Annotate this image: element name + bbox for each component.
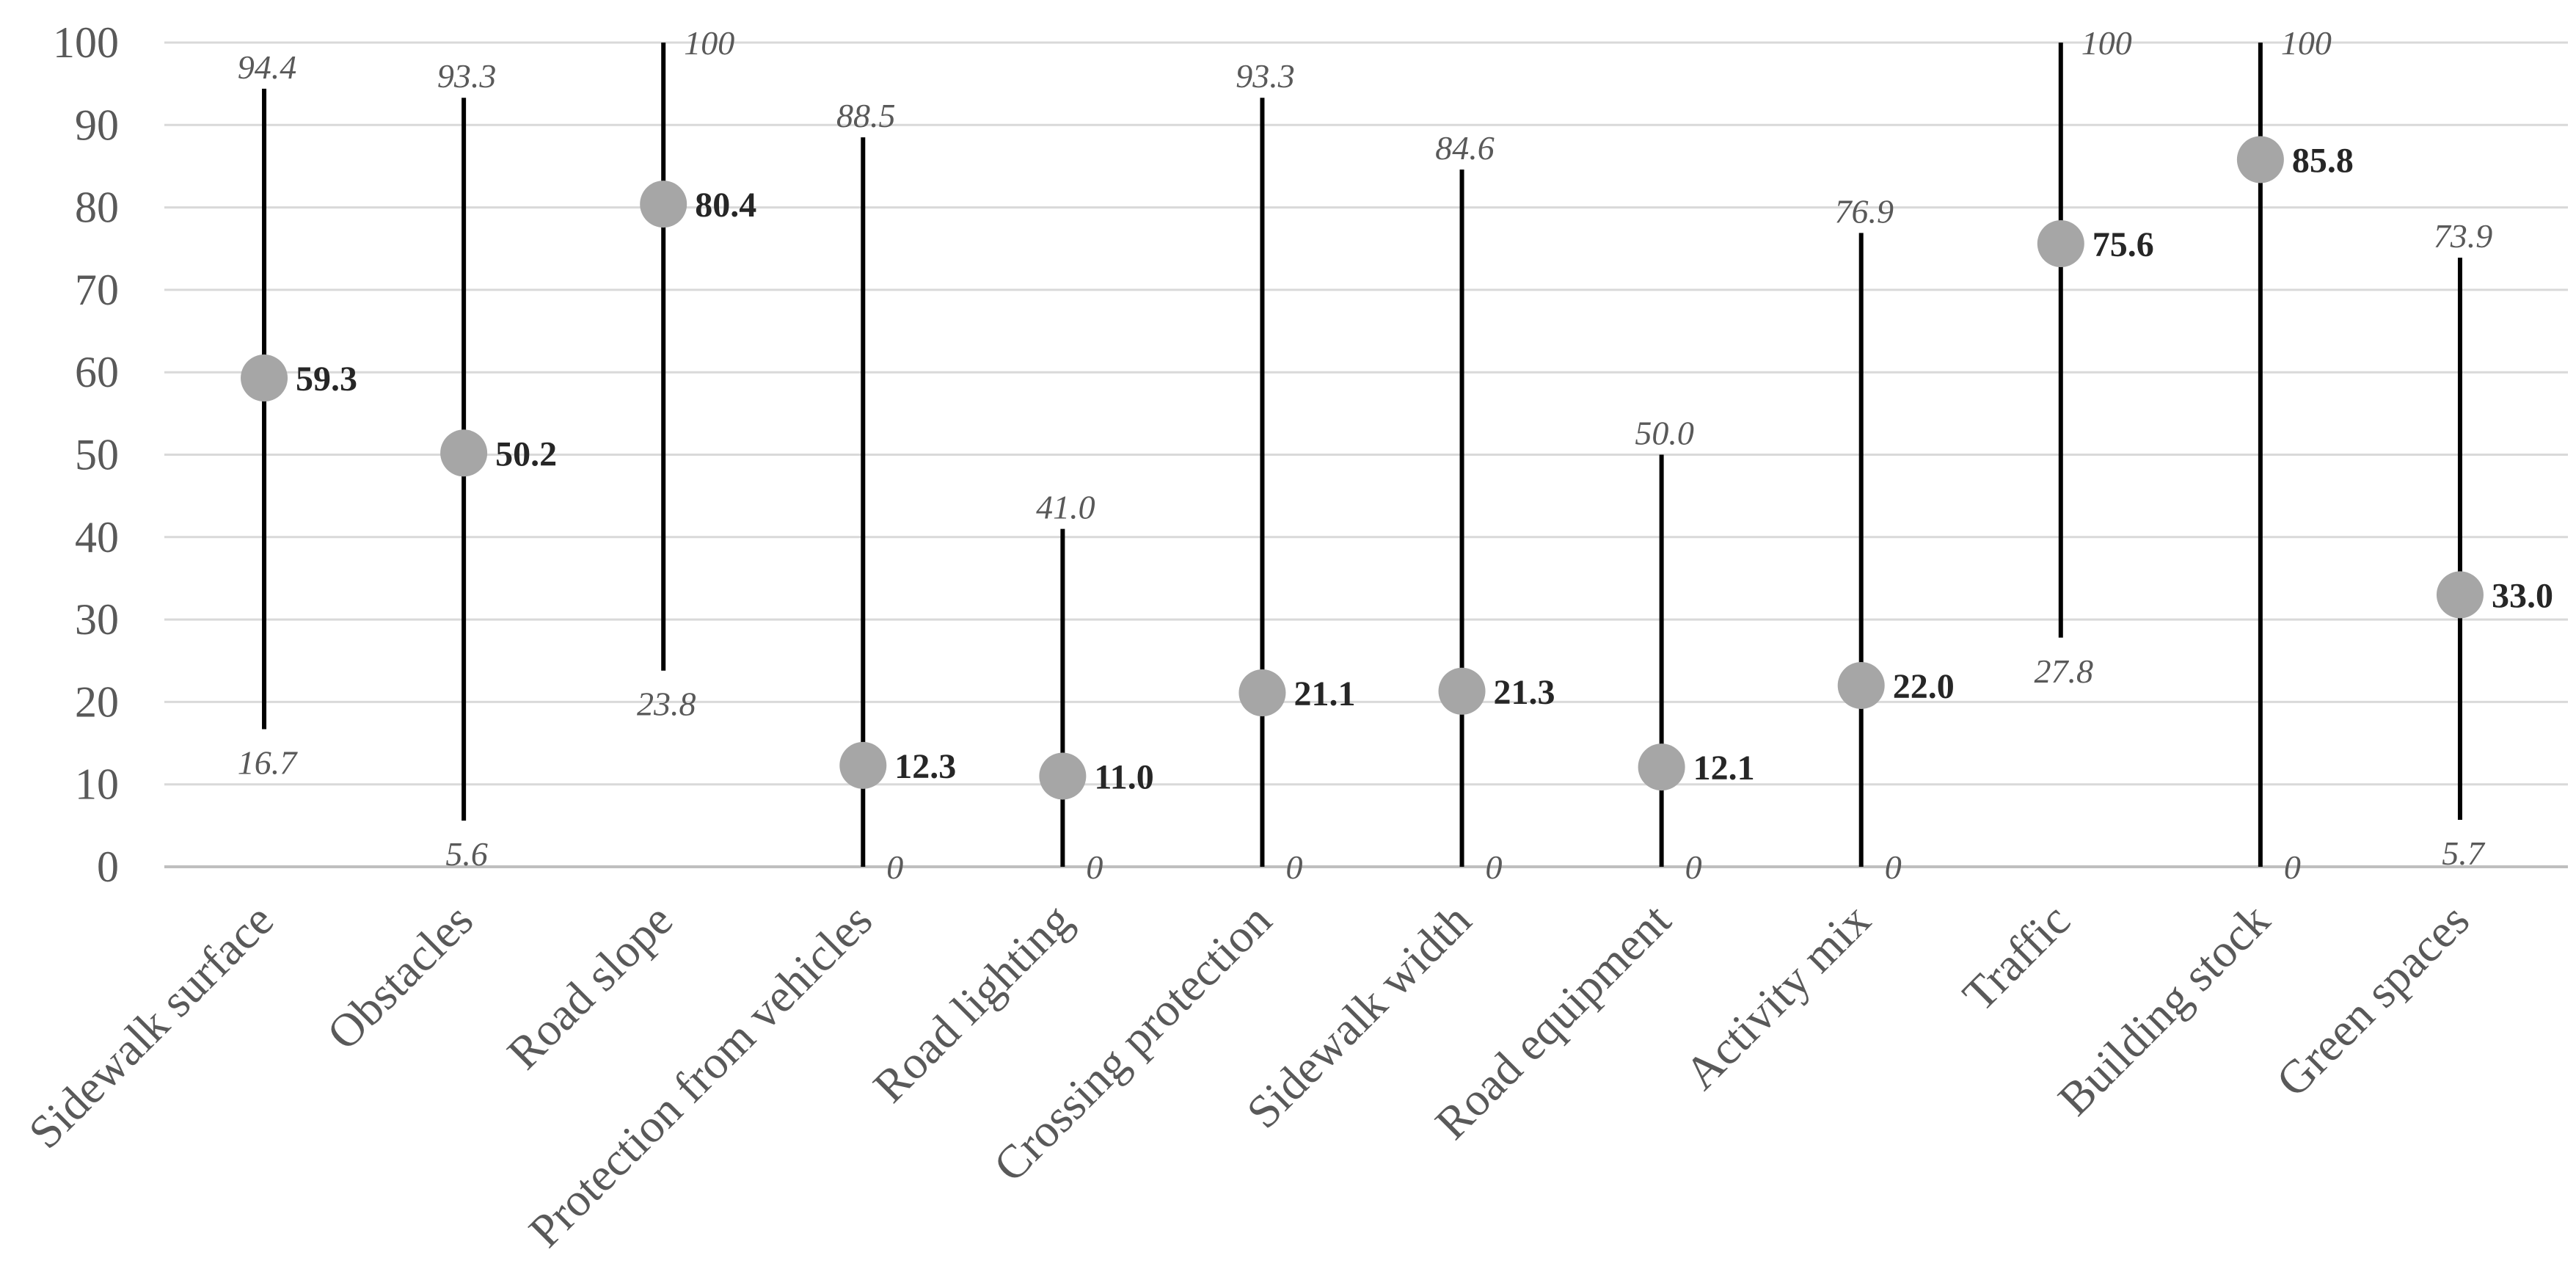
y-axis: 0 10 20 30 40 50 60 70 80 90 100 bbox=[53, 18, 119, 891]
high-label: 93.3 bbox=[437, 57, 497, 95]
value-label: 11.0 bbox=[1094, 757, 1153, 796]
category-group: 41.0 0 11.0 Road lighting bbox=[863, 489, 1153, 1113]
y-tick-label: 20 bbox=[75, 677, 119, 726]
y-tick-label: 80 bbox=[75, 183, 119, 232]
category-group: 100 27.8 75.6 Traffic bbox=[1952, 24, 2153, 1021]
value-marker bbox=[1238, 669, 1286, 717]
value-marker bbox=[241, 354, 288, 402]
value-label: 85.8 bbox=[2292, 141, 2354, 180]
low-label: 5.6 bbox=[445, 835, 488, 873]
y-tick-label: 30 bbox=[75, 595, 119, 644]
category-group: 100 0 85.8 Building stock bbox=[2048, 24, 2354, 1125]
value-marker bbox=[440, 429, 488, 477]
value-label: 21.1 bbox=[1294, 674, 1355, 713]
y-tick-label: 100 bbox=[53, 18, 119, 67]
value-label: 12.1 bbox=[1693, 749, 1755, 788]
category-label: Sidewalk surface bbox=[18, 894, 283, 1159]
value-label: 80.4 bbox=[695, 186, 756, 225]
high-label: 100 bbox=[2281, 24, 2332, 62]
category-label: Road lighting bbox=[863, 894, 1081, 1113]
category-label: Building stock bbox=[2048, 894, 2279, 1125]
category-label: Activity mix bbox=[1674, 894, 1880, 1099]
value-marker bbox=[839, 741, 887, 789]
high-label: 100 bbox=[2081, 24, 2132, 62]
high-label: 93.3 bbox=[1236, 57, 1295, 95]
value-marker bbox=[1438, 667, 1486, 715]
y-tick-label: 60 bbox=[75, 348, 119, 396]
y-tick-label: 10 bbox=[75, 760, 119, 809]
y-tick-label: 40 bbox=[75, 513, 119, 561]
category-label: Traffic bbox=[1952, 894, 2079, 1021]
high-label: 41.0 bbox=[1036, 489, 1095, 526]
category-group: 73.9 5.7 33.0 Green spaces bbox=[2266, 217, 2553, 1107]
value-label: 75.6 bbox=[2092, 225, 2154, 264]
y-tick-label: 70 bbox=[75, 266, 119, 314]
y-tick-label: 0 bbox=[97, 843, 119, 891]
value-marker bbox=[2037, 220, 2084, 268]
low-label: 0 bbox=[1685, 848, 1702, 886]
low-label: 0 bbox=[1486, 848, 1503, 886]
category-label: Green spaces bbox=[2266, 894, 2479, 1107]
value-label: 21.3 bbox=[1494, 673, 1555, 712]
value-label: 50.2 bbox=[495, 434, 557, 473]
low-label: 0 bbox=[886, 848, 903, 886]
high-label: 73.9 bbox=[2434, 217, 2493, 255]
high-label: 76.9 bbox=[1834, 192, 1894, 230]
value-marker bbox=[1039, 752, 1087, 800]
value-marker bbox=[1638, 743, 1685, 791]
category-label: Road slope bbox=[497, 894, 683, 1080]
category-label: Obstacles bbox=[317, 894, 483, 1060]
low-label: 5.7 bbox=[2442, 834, 2486, 872]
high-label: 94.4 bbox=[238, 48, 297, 86]
value-marker bbox=[640, 181, 687, 228]
high-label: 88.5 bbox=[836, 97, 896, 134]
value-marker bbox=[2236, 136, 2284, 183]
y-tick-label: 90 bbox=[75, 101, 119, 149]
value-label: 33.0 bbox=[2492, 576, 2553, 615]
value-label: 22.0 bbox=[1893, 667, 1955, 706]
low-label: 0 bbox=[2284, 848, 2301, 886]
high-label: 84.6 bbox=[1435, 129, 1495, 167]
category-label: Protection from vehicles bbox=[519, 894, 882, 1257]
y-tick-label: 50 bbox=[75, 431, 119, 479]
gridlines bbox=[164, 41, 2568, 786]
low-label: 27.8 bbox=[2035, 652, 2094, 690]
high-label: 50.0 bbox=[1635, 415, 1694, 452]
value-label: 59.3 bbox=[296, 360, 357, 399]
value-marker bbox=[1837, 661, 1885, 709]
category-group: 76.9 0 22.0 Activity mix bbox=[1674, 192, 1954, 1099]
low-label: 23.8 bbox=[637, 686, 696, 723]
low-label: 0 bbox=[1885, 848, 1902, 886]
value-marker bbox=[2436, 571, 2484, 619]
low-label: 0 bbox=[1285, 848, 1302, 886]
category-group: 94.4 16.7 59.3 Sidewalk surface bbox=[18, 48, 357, 1158]
low-label: 16.7 bbox=[238, 743, 299, 781]
low-label: 0 bbox=[1086, 848, 1103, 886]
high-label: 100 bbox=[684, 24, 734, 62]
value-label: 12.3 bbox=[894, 747, 956, 786]
category-group: 100 23.8 80.4 Road slope bbox=[497, 24, 757, 1079]
